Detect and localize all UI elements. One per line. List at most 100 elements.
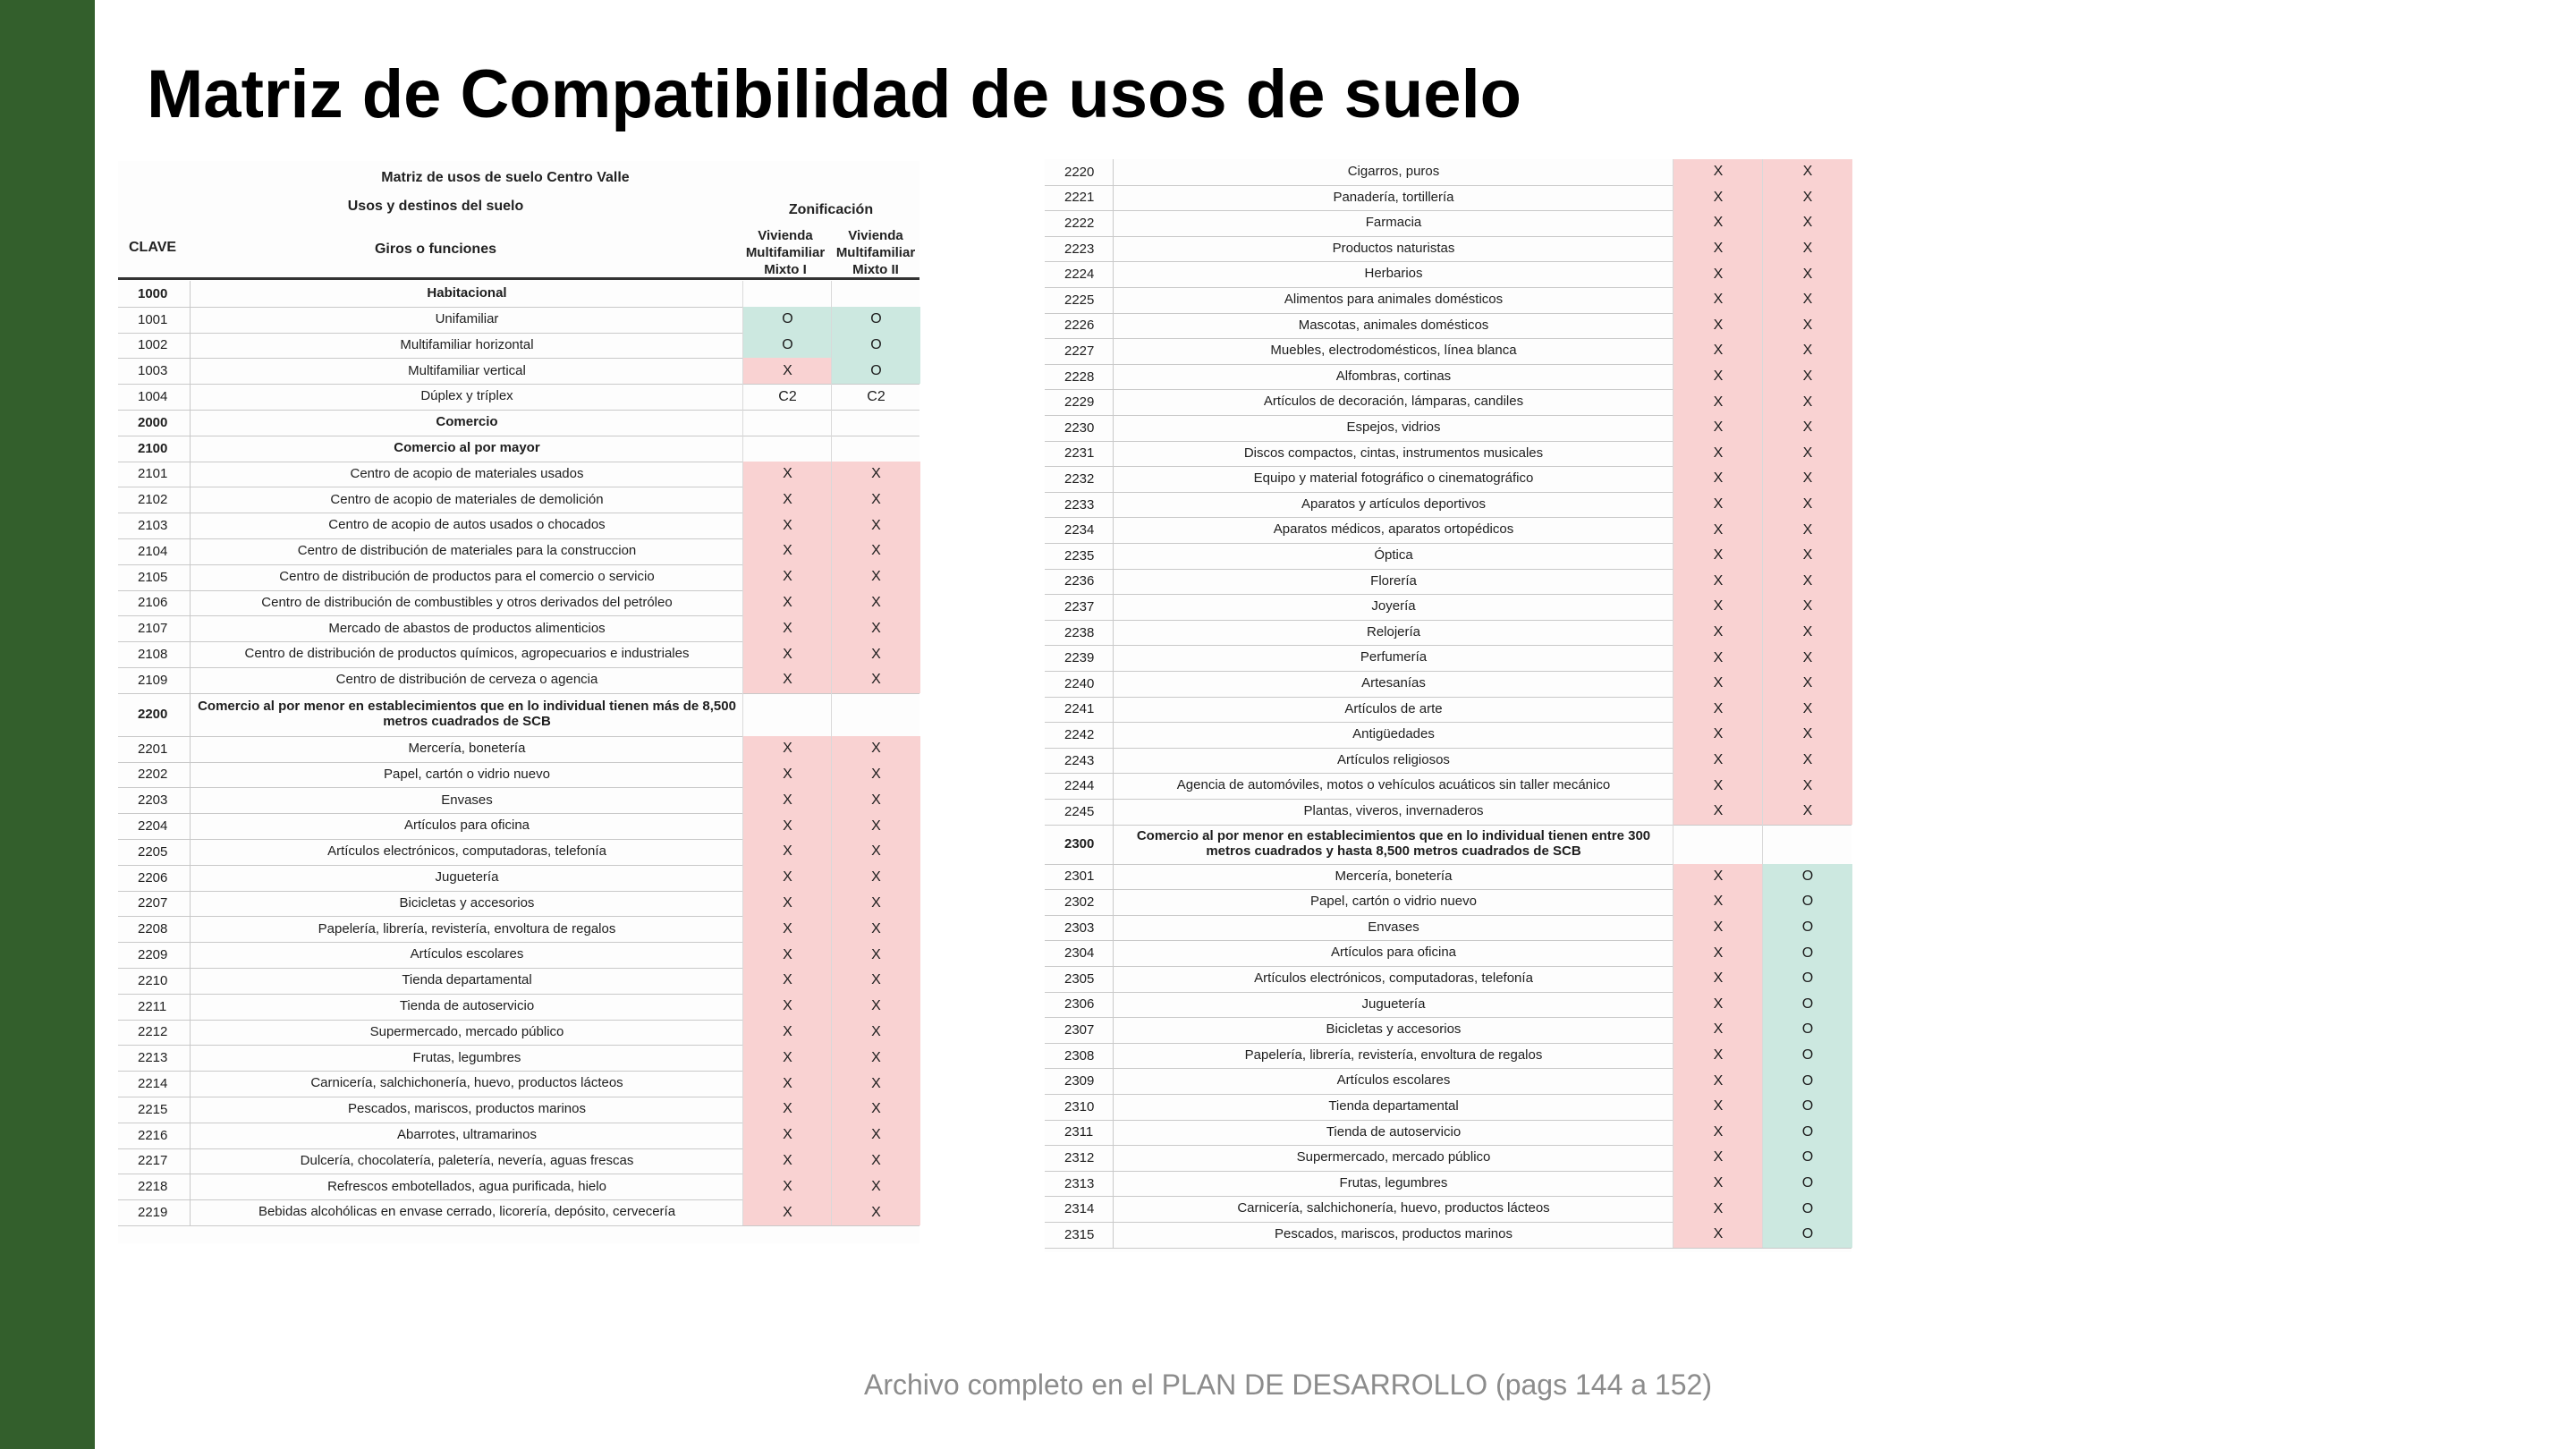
row-function: Frutas, legumbres [1113, 1170, 1674, 1197]
cell-mixto-1: X [1673, 1119, 1763, 1146]
table-row: 2210 Tienda departamental X X [118, 968, 920, 995]
cell-mixto-1: X [742, 993, 832, 1020]
row-function: Centro de distribución de productos quím… [190, 641, 743, 667]
row-code: 2101 [138, 466, 168, 482]
row-function: Artículos de decoración, lámparas, candi… [1113, 389, 1674, 415]
table-row: 2312 Supermercado, mercado público X O [1045, 1145, 1852, 1172]
cell-mixto-1: X [1673, 363, 1763, 390]
row-function: Dulcería, chocolatería, paletería, never… [190, 1148, 743, 1174]
row-function: Centro de distribución de materiales par… [190, 538, 743, 564]
cell-mixto-2: O [1762, 1145, 1852, 1171]
table-row: 1004 Dúplex y tríplex C2 C2 [118, 384, 919, 411]
table-row: 2222 Farmacia X X [1045, 210, 1852, 237]
cell-mixto-1: X [1673, 389, 1763, 415]
row-function: Plantas, viveros, invernaderos [1113, 799, 1674, 825]
row-code: 2243 [1064, 752, 1095, 768]
row-function: Artículos electrónicos, computadoras, te… [190, 839, 743, 865]
cell-mixto-2: O [1762, 1017, 1852, 1043]
table-row: 2205 Artículos electrónicos, computadoras… [118, 839, 920, 866]
cell-mixto-1: X [1673, 645, 1763, 671]
cell-mixto-2: X [831, 461, 920, 487]
row-code: 2238 [1064, 624, 1095, 640]
cell-mixto-1: X [742, 1174, 832, 1200]
table-row: 2109 Centro de distribución de cerveza o … [118, 667, 920, 694]
row-function: Unifamiliar [190, 306, 743, 333]
table-row: 2231 Discos compactos, cintas, instrument… [1045, 440, 1852, 468]
cell-mixto-1: X [1673, 1094, 1763, 1120]
cell-mixto-2: X [1762, 645, 1852, 671]
row-function: Comercio al por mayor [190, 435, 743, 462]
row-code: 2202 [138, 767, 168, 783]
cell-mixto-2: X [831, 890, 920, 917]
row-function: Centro de distribución de productos para… [190, 564, 743, 590]
cell-mixto-1: X [1673, 1145, 1763, 1171]
row-function: Carnicería, salchichonería, huevo, produ… [1113, 1196, 1674, 1222]
row-function: Artículos escolares [190, 942, 743, 968]
row-function: Florería [1113, 568, 1674, 595]
row-function: Pescados, mariscos, productos marinos [190, 1097, 743, 1123]
row-function: Bebidas alcohólicas en envase cerrado, l… [190, 1199, 743, 1225]
section-row: 2000 Comercio [118, 410, 919, 436]
row-function: Aparatos y artículos deportivos [1113, 491, 1674, 518]
cell-mixto-2: X [831, 813, 920, 839]
cell-mixto-1: X [742, 1097, 832, 1123]
cell-mixto-2: X [831, 1148, 920, 1174]
row-code: 2302 [1064, 894, 1095, 910]
table-row: 1002 Multifamiliar horizontal O O [118, 332, 920, 360]
table-row: 2101 Centro de acopio de materiales usado… [118, 461, 920, 488]
cell-mixto-1: X [742, 513, 832, 538]
row-function: Agencia de automóviles, motos o vehículo… [1113, 773, 1674, 799]
table-row: 2227 Muebles, electrodomésticos, línea bl… [1045, 338, 1852, 365]
cell-mixto-2: X [831, 667, 920, 693]
table-row: 2241 Artículos de arte X X [1045, 696, 1852, 724]
row-function: Multifamiliar vertical [190, 358, 743, 385]
row-code: 2230 [1064, 419, 1095, 436]
cell-mixto-2: X [831, 787, 920, 814]
cell-mixto-1 [1673, 824, 1763, 864]
row-function: Multifamiliar horizontal [190, 332, 743, 359]
cell-mixto-2: X [1762, 619, 1852, 646]
cell-mixto-1: X [1673, 415, 1763, 441]
row-code: 2211 [138, 998, 167, 1014]
row-function: Habitacional [190, 281, 743, 307]
row-function: Aparatos médicos, aparatos ortopédicos [1113, 517, 1674, 543]
row-function: Joyería [1113, 594, 1674, 620]
row-code: 2221 [1064, 190, 1095, 206]
cell-mixto-1: X [1673, 747, 1763, 774]
cell-mixto-2: X [831, 839, 920, 865]
row-code: 2222 [1064, 215, 1095, 231]
cell-mixto-1: X [742, 667, 832, 693]
table-row: 2217 Dulcería, chocolatería, paletería, n… [118, 1148, 920, 1175]
table-row: 2213 Frutas, legumbres X X [118, 1045, 920, 1072]
row-function: Tienda departamental [1113, 1094, 1674, 1120]
cell-mixto-2: X [831, 1071, 920, 1097]
row-code: 2214 [138, 1076, 168, 1092]
cell-mixto-1: X [1673, 940, 1763, 966]
cell-mixto-1: C2 [742, 384, 832, 410]
row-code: 2224 [1064, 267, 1095, 283]
cell-mixto-1: X [742, 461, 832, 487]
row-function: Envases [1113, 914, 1674, 941]
table-row: 2206 Juguetería X X [118, 864, 920, 892]
row-code: 2233 [1064, 496, 1095, 513]
cell-mixto-2: O [1762, 1094, 1852, 1120]
row-function: Dúplex y tríplex [190, 384, 743, 410]
cell-mixto-2: X [1762, 261, 1852, 287]
cell-mixto-2: X [831, 589, 920, 616]
giros-header: Giros o funciones [374, 242, 496, 257]
cell-mixto-1: X [742, 890, 832, 917]
cell-mixto-2: X [1762, 466, 1852, 492]
footer-note: Archivo completo en el PLAN DE DESARROLL… [863, 1368, 1712, 1401]
cell-mixto-2: X [1762, 799, 1852, 825]
table-row: 2240 Artesanías X X [1045, 671, 1852, 698]
cell-mixto-1: X [1673, 1222, 1763, 1248]
cell-mixto-2 [1762, 824, 1852, 864]
cell-mixto-2: X [1762, 722, 1852, 748]
cell-mixto-2 [831, 281, 920, 307]
row-code: 2213 [138, 1050, 168, 1066]
cell-mixto-2: O [1762, 940, 1852, 966]
cell-mixto-1: X [1673, 568, 1763, 595]
row-code: 2235 [1064, 547, 1095, 564]
row-function: Bicicletas y accesorios [190, 890, 743, 917]
table-row: 1003 Multifamiliar vertical X O [118, 358, 920, 386]
